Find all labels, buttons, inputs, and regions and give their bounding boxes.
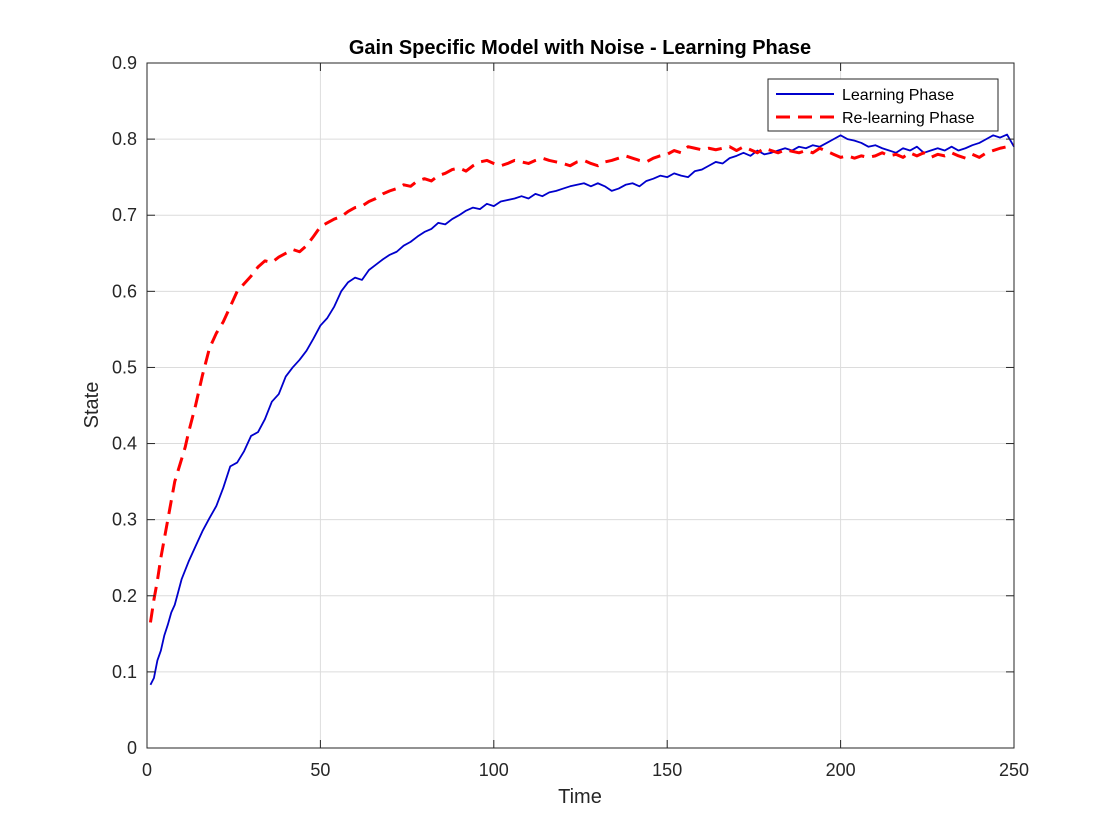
- y-tick-label: 0.7: [112, 205, 137, 225]
- chart-title: Gain Specific Model with Noise - Learnin…: [349, 37, 811, 59]
- y-tick-label: 0.6: [112, 281, 137, 301]
- y-tick-label: 0.8: [112, 129, 137, 149]
- plot-frame: [146, 62, 1015, 749]
- legend-label-learning: Learning Phase: [842, 87, 954, 104]
- y-tick-label: 0.5: [112, 357, 137, 377]
- series-layer: [148, 133, 1015, 686]
- grid-layer: [146, 62, 1015, 749]
- plot-area: [147, 63, 1014, 748]
- y-tick-label: 0: [127, 738, 137, 758]
- legend-box: [767, 78, 999, 132]
- x-tick-label: 0: [142, 760, 152, 780]
- y-tick-label: 0.4: [112, 434, 137, 454]
- y-tick-label: 0.1: [112, 662, 137, 682]
- x-tick-label: 250: [999, 760, 1029, 780]
- x-tick-label: 200: [826, 760, 856, 780]
- x-tick-label: 100: [479, 760, 509, 780]
- x-tick-label: 50: [310, 760, 330, 780]
- tick-layer: 0 50 100 150 200 250 0 0.1 0.2 0.3 0.4 0.5 0.6 0.7 0.8…: [112, 53, 1029, 780]
- y-tick-label: 0.9: [112, 53, 137, 73]
- y-axis-label: State: [81, 382, 103, 429]
- y-tick-label: 0.3: [112, 510, 137, 530]
- series-line-learning: [149, 133, 1015, 686]
- x-axis-label: Time: [558, 786, 602, 808]
- y-tick-label: 0.2: [112, 586, 137, 606]
- x-tick-label: 150: [652, 760, 682, 780]
- legend: Learning Phase Re-learning Phase: [767, 78, 999, 132]
- legend-label-relearning: Re-learning Phase: [842, 110, 975, 127]
- series-line-relearning: [148, 143, 1015, 623]
